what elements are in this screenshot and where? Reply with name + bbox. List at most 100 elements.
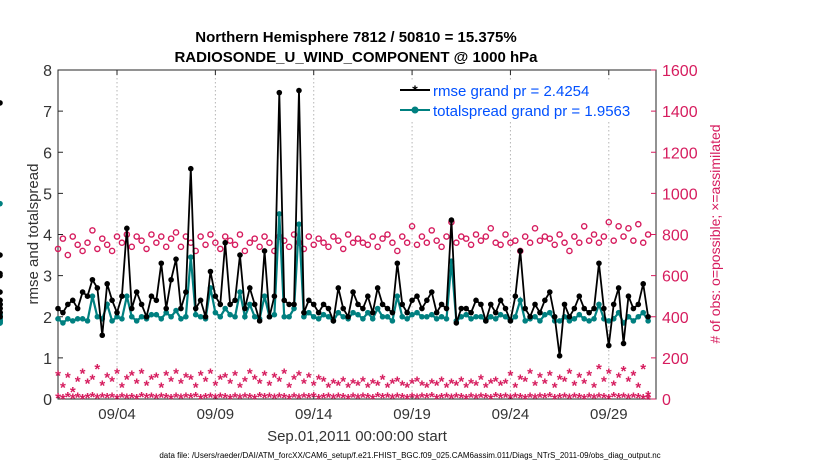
rmse-point [94, 285, 101, 291]
y2-tick-label: 400 [662, 310, 689, 327]
obs-assimilated-marker: * [104, 369, 110, 386]
spread-point [596, 301, 602, 308]
obs-assimilated-marker: * [232, 390, 238, 407]
obs-assimilated-marker: * [473, 378, 479, 395]
obs-assimilated-marker: * [552, 380, 558, 397]
obs-possible-marker [384, 231, 391, 238]
spread-point [325, 313, 332, 320]
rmse-point [399, 301, 406, 308]
obs-possible-marker [103, 241, 111, 249]
spread-point [320, 311, 327, 318]
spread-point [635, 313, 642, 320]
obs-assimilated-marker: * [252, 371, 258, 388]
obs-assimilated-marker: * [503, 376, 509, 393]
obs-assimilated-marker: * [488, 376, 494, 393]
obs-possible-marker [423, 239, 431, 247]
obs-assimilated-marker: * [193, 389, 199, 406]
rmse-point [325, 305, 332, 312]
spread-point [271, 311, 278, 318]
spread-point [468, 316, 474, 322]
spread-point [556, 318, 563, 324]
obs-assimilated-marker: * [301, 376, 307, 393]
obs-assimilated-marker: * [134, 391, 140, 408]
obs-possible-marker [266, 239, 273, 247]
obs-possible-marker [369, 233, 377, 240]
obs-assimilated-marker: * [375, 378, 381, 395]
obs-assimilated-marker: * [55, 367, 61, 384]
rmse-point [79, 289, 86, 295]
obs-possible-marker [344, 231, 352, 238]
obs-possible-marker [197, 233, 204, 240]
rmse-point [138, 301, 145, 308]
rmse-point [158, 260, 165, 267]
spread-point [350, 309, 356, 316]
obs-possible-marker [113, 233, 121, 240]
spread-point [433, 316, 440, 322]
spread-point [340, 313, 347, 320]
obs-assimilated-marker: * [94, 361, 100, 378]
rmse-point [468, 309, 474, 316]
obs-assimilated-marker: * [645, 388, 651, 405]
obs-possible-marker [477, 237, 485, 244]
obs-possible-marker [98, 235, 106, 242]
obs-assimilated-marker: * [370, 391, 376, 408]
spread-point [419, 313, 425, 320]
obs-assimilated-marker: * [394, 373, 400, 390]
obs-possible-marker [467, 241, 475, 249]
obs-assimilated-marker: * [60, 391, 66, 408]
spread-point [335, 309, 342, 316]
obs-assimilated-marker: * [316, 371, 322, 388]
obs-assimilated-marker: * [237, 390, 243, 407]
rmse-point [276, 89, 283, 96]
y-tick-label: 4 [43, 228, 52, 245]
obs-assimilated-marker: * [419, 378, 425, 395]
rmse-point [65, 301, 71, 308]
spread-point [310, 313, 317, 320]
obs-assimilated-marker: * [217, 371, 223, 388]
spread-point [133, 318, 140, 324]
obs-assimilated-marker: * [483, 390, 489, 407]
obs-possible-marker [305, 233, 313, 240]
obs-possible-marker [551, 241, 558, 249]
spread-point [384, 313, 391, 320]
obs-possible-marker [310, 241, 318, 249]
obs-assimilated-marker: * [557, 371, 563, 388]
obs-assimilated-marker: * [65, 369, 71, 386]
obs-possible-marker [639, 239, 647, 247]
rmse-point [635, 301, 642, 308]
obs-assimilated-marker: * [350, 376, 356, 393]
obs-possible-marker [398, 233, 406, 240]
rmse-point [630, 305, 637, 312]
spread-point [138, 313, 145, 320]
obs-assimilated-marker: * [203, 373, 209, 390]
obs-assimilated-marker: * [601, 373, 607, 390]
obs-possible-marker [162, 243, 170, 251]
spread-point [178, 316, 184, 322]
obs-assimilated-marker: * [616, 369, 622, 386]
rmse-point [517, 248, 524, 254]
obs-possible-marker [379, 235, 386, 242]
obs-assimilated-marker: * [75, 390, 81, 407]
obs-assimilated-marker: * [158, 389, 164, 406]
rmse-point [232, 297, 238, 304]
obs-assimilated-marker: * [448, 391, 454, 408]
obs-possible-marker [315, 235, 322, 242]
obs-assimilated-marker: * [109, 373, 115, 390]
obs-assimilated-marker: * [286, 380, 292, 397]
rmse-point [222, 239, 229, 246]
obs-assimilated-marker: * [178, 376, 184, 393]
obs-assimilated-marker: * [70, 390, 76, 407]
obs-assimilated-marker: * [630, 367, 636, 384]
obs-assimilated-marker: * [90, 371, 96, 388]
obs-assimilated-marker: * [532, 390, 538, 407]
spread-point [232, 313, 238, 320]
legend-rmse-label: rmse grand pr = 2.4254 [433, 83, 589, 100]
obs-possible-marker [536, 237, 544, 244]
obs-assimilated-marker: * [65, 389, 71, 406]
obs-possible-marker [79, 247, 86, 255]
obs-assimilated-marker: * [267, 378, 273, 395]
obs-assimilated-marker: * [630, 389, 636, 406]
obs-assimilated-marker: * [493, 389, 499, 406]
obs-assimilated-marker: * [453, 378, 459, 395]
obs-assimilated-marker: * [242, 373, 248, 390]
